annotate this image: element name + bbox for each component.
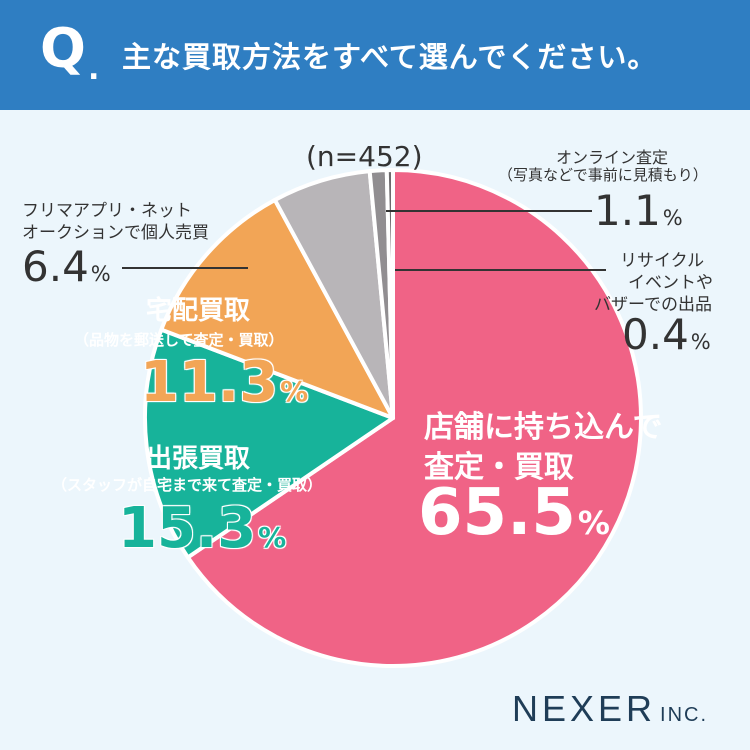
label-visit-sub: （スタッフが自宅まで来て査定・買取） (52, 476, 323, 494)
label-visit-value: 15.3 (118, 496, 257, 561)
label-recycle-title-3: バザーでの出品 (594, 295, 712, 315)
label-online-title-1: オンライン査定 (556, 148, 669, 167)
label-recycle-pct: 0.4% (622, 310, 711, 359)
label-delivery-unit: % (280, 375, 309, 408)
label-flea-unit: % (90, 262, 111, 286)
label-flea-pct: 6.4% (22, 242, 111, 291)
label-store-title-2: 査定・買取 (424, 450, 574, 485)
label-online-value: 1.1 (594, 186, 661, 235)
label-store-pct: 65.5% (418, 476, 610, 550)
pie-slice-store (185, 168, 643, 668)
company-logo: NEXER INC. (512, 688, 708, 730)
pie-slices (143, 167, 643, 668)
label-online-title-2: （写真などで事前に見積もり） (498, 166, 708, 184)
sample-size: (n=452) (306, 140, 423, 173)
label-store-unit: % (577, 504, 610, 542)
label-online-pct: 1.1% (594, 186, 683, 235)
label-flea-value: 6.4 (22, 242, 89, 291)
label-flea-title-1: フリマアプリ・ネット (22, 201, 192, 221)
label-visit-unit: % (258, 521, 287, 554)
label-recycle-unit: % (690, 330, 711, 354)
label-delivery-pct: 11.3% (140, 350, 308, 415)
label-delivery-sub: （品物を郵送して査定・買取） (74, 331, 284, 349)
label-recycle-title-2: イベントや (628, 273, 713, 293)
logo-name: NEXER (512, 688, 657, 729)
label-store-title-1: 店舗に持ち込んで (424, 410, 663, 445)
label-visit-pct: 15.3% (118, 496, 286, 561)
q-mark: Q (40, 17, 86, 80)
label-online-unit: % (662, 206, 683, 230)
pie-slice-recycle (384, 167, 395, 420)
q-dot: . (88, 52, 100, 87)
question-text: 主な買取方法をすべて選んでください。 (122, 40, 658, 74)
label-visit-title: 出張買取 (146, 444, 251, 474)
label-recycle-title-1: リサイクル (620, 251, 705, 271)
label-delivery-value: 11.3 (140, 350, 279, 415)
pie-slice-visit (143, 327, 395, 560)
pie-slice-delivery (159, 197, 395, 420)
logo-suffix: INC. (660, 704, 709, 726)
label-store-value: 65.5 (418, 476, 576, 550)
label-delivery-title: 宅配買取 (146, 296, 251, 326)
question-header: Q . 主な買取方法をすべて選んでください。 (0, 0, 750, 110)
leader-lines (122, 210, 606, 271)
label-flea-title-2: オークションで個人売買 (22, 223, 209, 243)
label-recycle-value: 0.4 (622, 310, 689, 359)
